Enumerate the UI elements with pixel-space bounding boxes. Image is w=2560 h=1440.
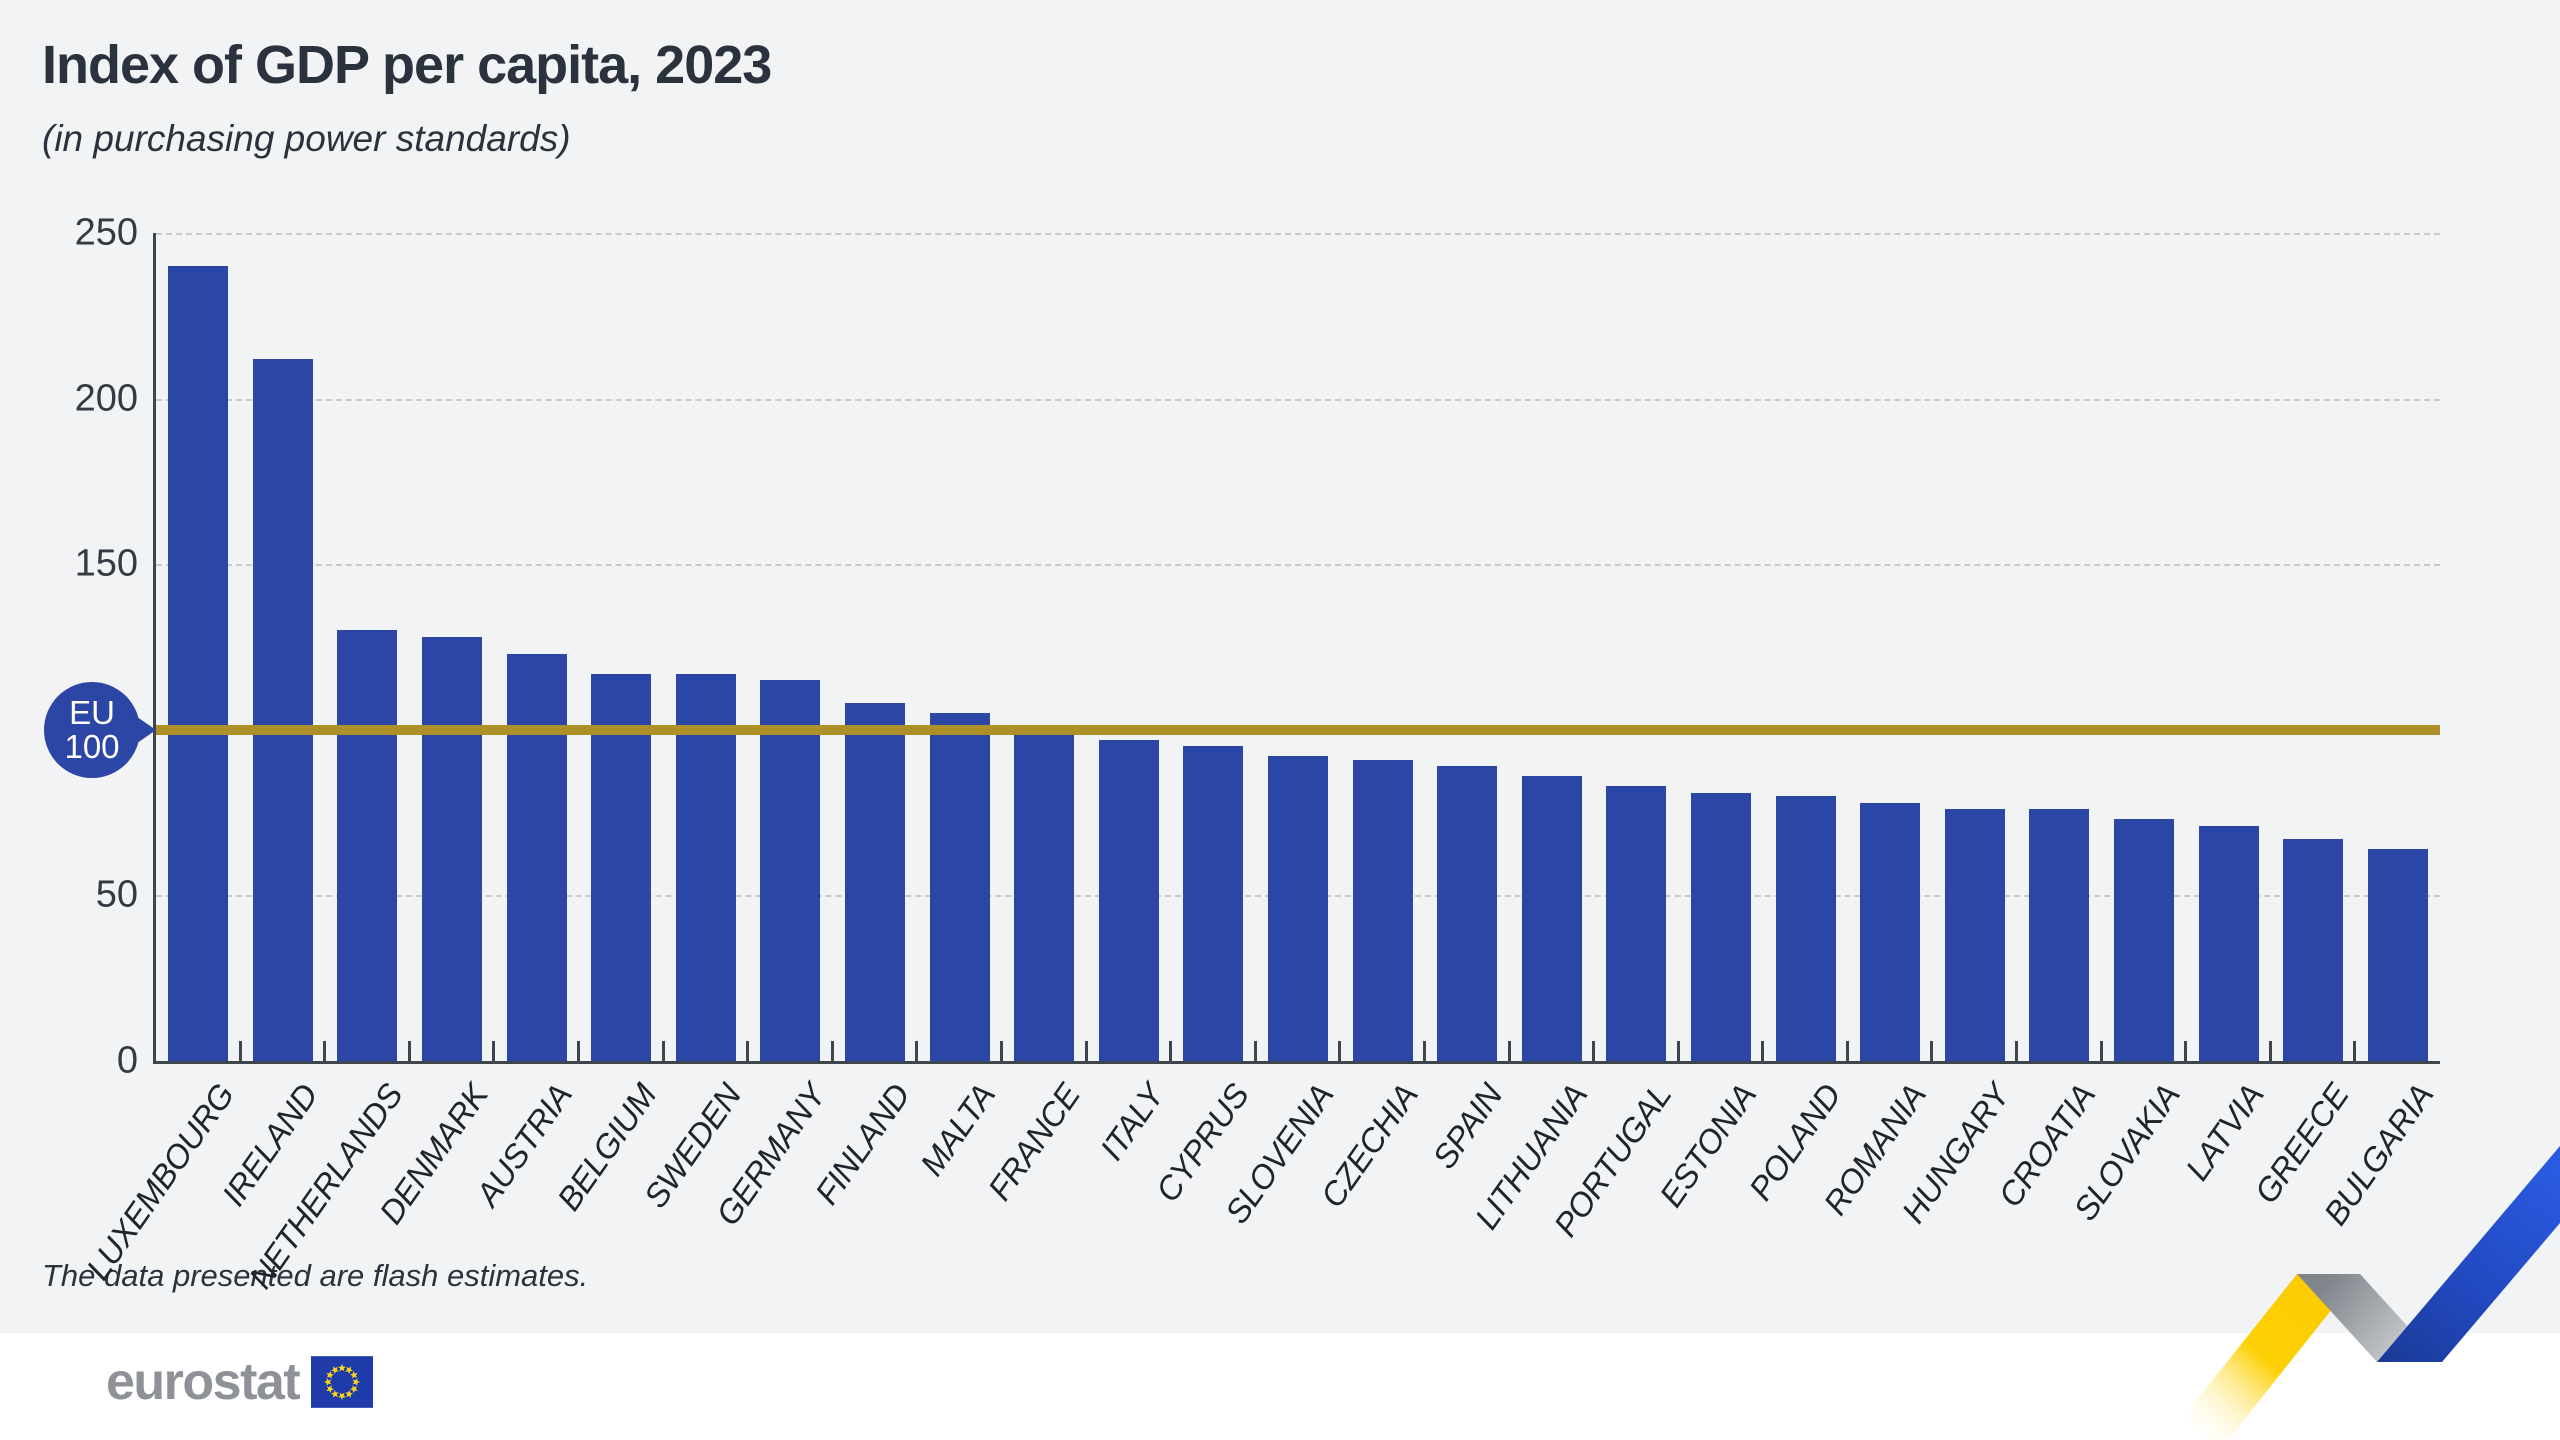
bar [760, 680, 821, 1061]
bar-slot: AUSTRIA [469, 233, 580, 1213]
x-axis-line [153, 1061, 2440, 1064]
bar-slot: GERMANY [709, 233, 834, 1232]
bar-slot: SLOVENIA [1218, 233, 1341, 1230]
bar [506, 653, 567, 1061]
bar [1098, 739, 1159, 1061]
bar [1014, 733, 1075, 1061]
bar-slot: ITALY [1087, 233, 1172, 1167]
bar [1437, 766, 1498, 1061]
bar-slot: NETHERLANDS [242, 233, 411, 1295]
bar-slot: LITHUANIA [1468, 233, 1595, 1236]
bar-slot: HUNGARY [1895, 233, 2018, 1230]
ribbon-zigzag-graphic [2165, 1146, 2560, 1440]
ribbon-yellow-band [2165, 1274, 2360, 1440]
bar [422, 637, 483, 1061]
bar-slot: SPAIN [1425, 233, 1511, 1175]
eu-badge-line2: 100 [64, 728, 120, 765]
gridline-150 [156, 564, 2440, 567]
bar [1944, 809, 2005, 1061]
eu-average-reference-line [156, 724, 2440, 735]
bar-slot: ROMANIA [1816, 233, 1934, 1222]
bar-slot: CZECHIA [1314, 233, 1426, 1214]
bar [1606, 786, 1667, 1061]
bar [1183, 746, 1244, 1061]
footnote: The data presented are flash estimates. [42, 1258, 589, 1293]
y-tick-label-0: 0 [116, 1039, 138, 1082]
y-tick-label-50: 50 [95, 873, 138, 916]
bar [168, 266, 229, 1061]
gridline-250 [156, 233, 2440, 235]
bar [1690, 792, 1751, 1061]
eurostat-logo-text: eurostat [106, 1353, 301, 1411]
bar-slot: FINLAND [808, 233, 918, 1211]
bar [845, 703, 906, 1061]
bar [1860, 802, 1921, 1061]
y-tick-label-200: 200 [74, 377, 138, 420]
bar [1268, 756, 1329, 1061]
eu-badge-line1: EU [69, 694, 115, 732]
bar [1352, 759, 1413, 1061]
bar-slot: IRELAND [215, 233, 326, 1213]
bar [2283, 839, 2344, 1061]
bar-slot: ESTONIA [1652, 233, 1764, 1214]
eurostat-logo: eurostat [106, 1352, 374, 1412]
bar-chart: LUXEMBOURG IRELAND NETHERLANDS DENMARK AUSTR… [79, 233, 2440, 1295]
bar-slot: SLOVAKIA [2066, 233, 2187, 1227]
bar [2198, 825, 2259, 1061]
bar [337, 630, 398, 1061]
bar-slot: LATVIA [2178, 233, 2272, 1187]
bar [2029, 809, 2090, 1061]
bar [1775, 796, 1836, 1061]
gridline-200 [156, 398, 2440, 401]
footer-band [0, 1333, 2560, 1440]
bar-slot: FRANCE [980, 233, 1088, 1207]
eu-badge-pointer [130, 712, 156, 748]
bar-slot: PORTUGAL [1547, 233, 1680, 1243]
bar-slot: LUXEMBOURG [79, 233, 242, 1286]
y-tick-label-250: 250 [74, 211, 138, 254]
page-subtitle: (in purchasing power standards) [42, 118, 571, 159]
y-axis-line [153, 233, 156, 1061]
bar [2367, 849, 2428, 1061]
bar-slot: CROATIA [1991, 233, 2103, 1214]
bar [929, 713, 990, 1061]
page-title: Index of GDP per capita, 2023 [42, 35, 772, 95]
bar [2113, 819, 2174, 1061]
bar-slot: CYPRUS [1148, 233, 1257, 1208]
bar-slot: GREECE [2247, 233, 2357, 1210]
bar-slot: POLAND [1741, 233, 1849, 1207]
y-tick-label-150: 150 [74, 542, 138, 585]
bar-slot: DENMARK [371, 233, 495, 1231]
eu-flag-icon [311, 1356, 374, 1408]
bar-slot: BULGARIA [2316, 233, 2440, 1232]
bar-slot: SWEDEN [637, 233, 749, 1214]
bar [591, 673, 652, 1061]
bar [252, 358, 313, 1061]
bar [675, 673, 736, 1061]
eu-100-badge: EU 100 [44, 682, 140, 778]
ribbon-blue-band [2377, 1146, 2560, 1362]
bar-slot: MALTA [913, 233, 1003, 1182]
bar-slot: BELGIUM [550, 233, 665, 1217]
bar [1521, 776, 1582, 1061]
